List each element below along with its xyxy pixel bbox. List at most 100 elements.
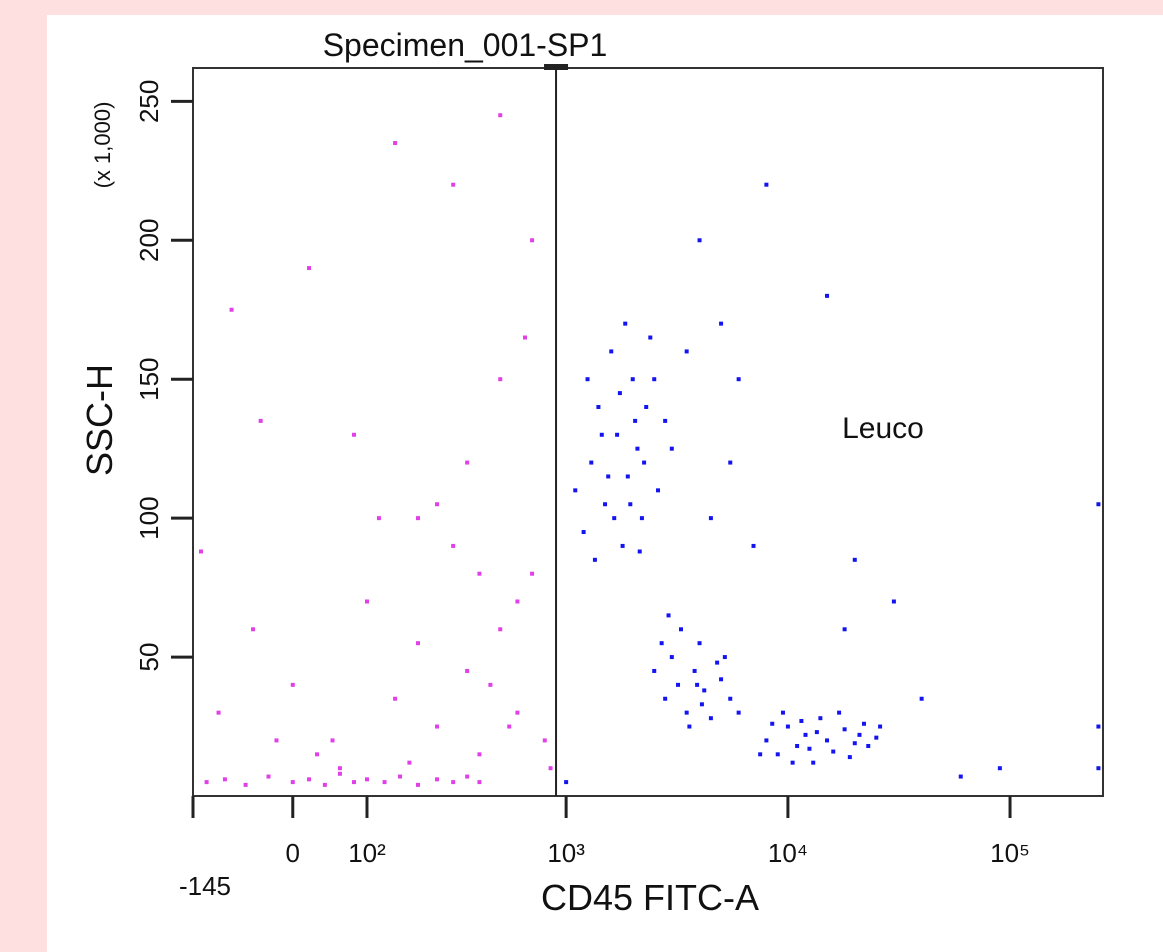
x-axis-label: CD45 FITC-A: [541, 877, 759, 918]
data-point: [330, 738, 335, 743]
data-point: [307, 777, 312, 782]
data-point: [780, 710, 785, 715]
data-point: [465, 460, 470, 465]
data-point: [722, 655, 727, 660]
data-point: [530, 571, 535, 576]
data-point: [465, 668, 470, 673]
data-point: [337, 771, 342, 776]
data-point: [351, 780, 356, 785]
data-point: [416, 641, 421, 646]
data-point: [1096, 766, 1101, 771]
data-point: [1096, 724, 1101, 729]
data-point: [612, 516, 617, 521]
data-point: [958, 774, 963, 779]
data-point: [364, 777, 369, 782]
data-point: [477, 780, 482, 785]
data-point: [687, 724, 692, 729]
data-point: [307, 266, 312, 271]
data-point: [659, 641, 664, 646]
gate-handle: [544, 64, 569, 70]
x-tick-label: 10⁴: [768, 838, 808, 868]
data-point: [891, 599, 896, 604]
data-point: [790, 760, 795, 765]
data-point: [266, 774, 271, 779]
x-tick-label: 10³: [547, 838, 585, 868]
data-point: [666, 613, 671, 618]
data-point: [315, 752, 320, 757]
data-point: [764, 738, 769, 743]
data-point: [477, 571, 482, 576]
data-point: [866, 743, 871, 748]
data-point: [644, 404, 649, 409]
data-point: [719, 677, 724, 682]
data-point: [814, 730, 819, 735]
data-point: [775, 752, 780, 757]
data-point: [728, 460, 733, 465]
x-tick-label: -145: [179, 871, 231, 901]
data-point: [811, 760, 816, 765]
data-point: [364, 599, 369, 604]
data-point: [515, 599, 520, 604]
data-point: [648, 335, 653, 340]
data-point: [807, 746, 812, 751]
data-point: [498, 627, 503, 632]
data-point: [290, 780, 295, 785]
data-point: [589, 460, 594, 465]
data-point: [633, 418, 638, 423]
data-point: [818, 716, 823, 721]
data-point: [416, 782, 421, 787]
data-point: [728, 696, 733, 701]
data-point: [198, 549, 203, 554]
data-point: [708, 516, 713, 521]
data-point: [581, 530, 586, 535]
data-point: [599, 432, 604, 437]
data-point: [676, 682, 681, 687]
y-axis-note: (x 1,000): [90, 102, 115, 189]
panel: [47, 15, 1163, 952]
y-tick-label: 150: [134, 358, 164, 401]
y-tick-label: 100: [134, 496, 164, 539]
data-point: [229, 307, 234, 312]
data-point: [451, 543, 456, 548]
data-point: [697, 641, 702, 646]
data-point: [695, 682, 700, 687]
data-point: [488, 682, 493, 687]
data-point: [542, 738, 547, 743]
data-point: [715, 660, 720, 665]
data-point: [669, 655, 674, 660]
data-point: [825, 738, 830, 743]
data-point: [416, 516, 421, 521]
data-point: [842, 727, 847, 732]
data-point: [322, 782, 327, 787]
data-point: [216, 710, 221, 715]
data-point: [652, 377, 657, 382]
data-point: [393, 141, 398, 146]
data-point: [692, 668, 697, 673]
data-point: [678, 627, 683, 632]
data-point: [831, 749, 836, 754]
data-point: [697, 238, 702, 243]
data-point: [615, 432, 620, 437]
y-tick-label: 50: [134, 643, 164, 672]
x-tick-label: 0: [286, 838, 300, 868]
data-point: [861, 721, 866, 726]
y-axis-label: SSC-H: [79, 364, 120, 476]
data-point: [498, 377, 503, 382]
data-point: [523, 335, 528, 340]
data-point: [825, 293, 830, 298]
data-point: [795, 743, 800, 748]
data-point: [652, 668, 657, 673]
data-point: [770, 721, 775, 726]
chart-title: Specimen_001-SP1: [323, 27, 608, 63]
data-point: [585, 377, 590, 382]
data-point: [435, 724, 440, 729]
data-point: [407, 760, 412, 765]
data-point: [719, 321, 724, 326]
data-point: [847, 755, 852, 760]
y-tick-label: 250: [134, 80, 164, 123]
data-point: [630, 377, 635, 382]
data-point: [603, 502, 608, 507]
data-point: [592, 557, 597, 562]
